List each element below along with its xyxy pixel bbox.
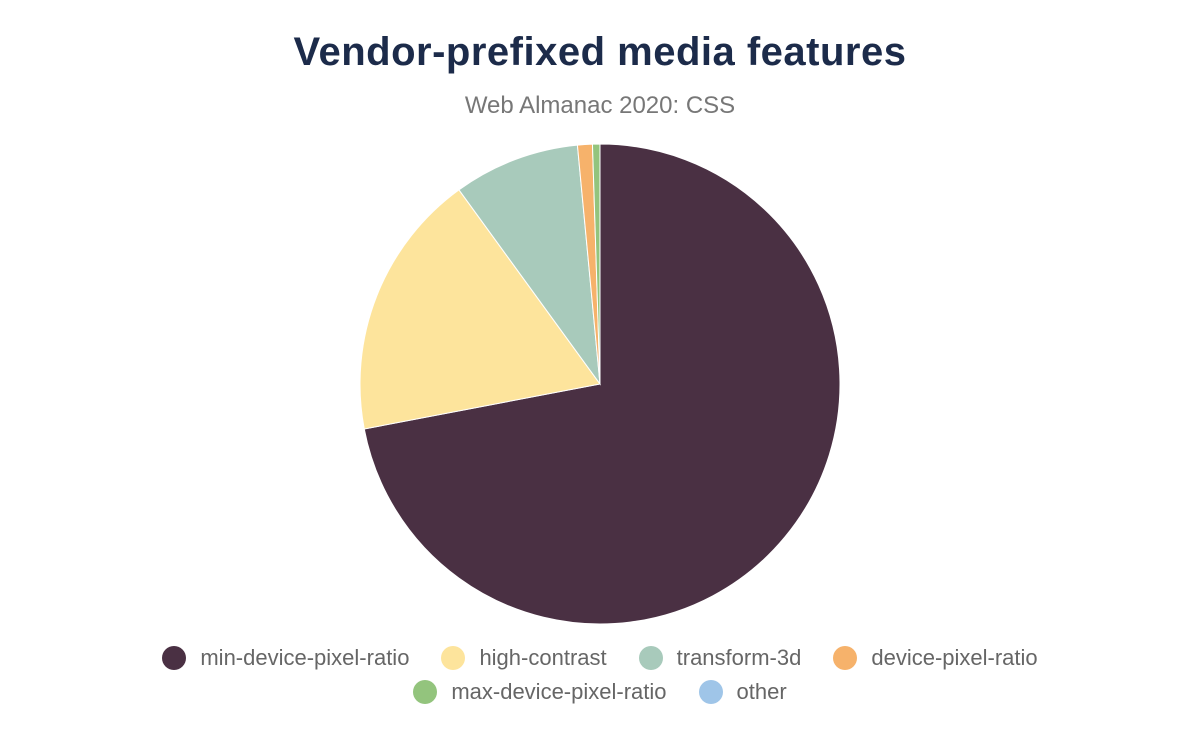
legend-label: transform-3d <box>676 645 802 670</box>
chart-subtitle: Web Almanac 2020: CSS <box>464 92 736 119</box>
legend-item[interactable]: transform-3d <box>638 645 802 671</box>
legend-swatch <box>638 646 663 670</box>
legend: min-device-pixel-ratio high-contrast trans… <box>120 645 1080 705</box>
legend-swatch <box>441 646 466 670</box>
legend-item[interactable]: other <box>698 679 787 705</box>
legend-item[interactable]: min-device-pixel-ratio <box>162 645 409 671</box>
legend-swatch <box>413 680 438 704</box>
legend-item[interactable]: max-device-pixel-ratio <box>413 679 667 705</box>
pie-slice <box>363 143 841 625</box>
pie-slice <box>458 144 601 386</box>
pie-slice <box>359 189 601 430</box>
legend-label: high-contrast <box>479 645 607 670</box>
legend-label: device-pixel-ratio <box>871 645 1038 670</box>
legend-item[interactable]: high-contrast <box>441 645 607 671</box>
legend-label: min-device-pixel-ratio <box>200 645 410 670</box>
legend-swatch <box>162 646 187 670</box>
legend-item[interactable]: device-pixel-ratio <box>833 645 1038 671</box>
legend-label: other <box>736 679 787 704</box>
legend-swatch <box>833 646 858 670</box>
chart-title: Vendor-prefixed media features <box>293 30 907 74</box>
legend-swatch <box>698 680 723 704</box>
legend-label: max-device-pixel-ratio <box>451 679 667 704</box>
